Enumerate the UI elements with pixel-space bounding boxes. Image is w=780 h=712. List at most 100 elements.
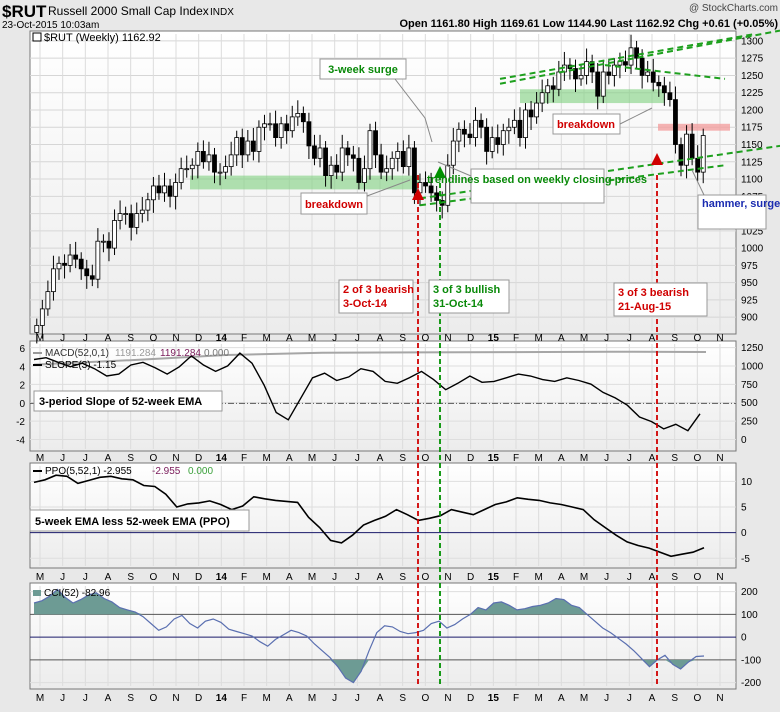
macd-right-tick: 500 [741,398,758,409]
candle-down [428,185,434,194]
candle-down [284,123,290,132]
candle-up [245,140,251,156]
candle-up [473,119,478,139]
candle-down [156,185,162,194]
index-name-label: Russell 2000 Small Cap Index [48,4,209,18]
annotation-bullish-2014-line1: 3 of 3 bullish [433,284,501,296]
candle-up [112,220,117,249]
x-axis-label: F [513,572,519,583]
candle-up [234,137,240,156]
cci-tick: 100 [741,610,758,621]
x-axes: M J J A S O N D 14 F M A M J J A S O N D 15 F M A M J J A S O N M J J A S O N… [36,333,724,704]
candle-down [323,147,328,176]
macd-left-tick: -4 [16,435,25,446]
candle-down [106,240,112,249]
x-axis-label: O [421,572,429,583]
annotation-bullish-2014: 3 of 3 bullish 31-Oct-14 [428,279,510,314]
annotation-3-week-surge: 3-week surge [319,58,433,143]
x-axis-label: M [308,453,316,464]
x-axis-label: A [377,693,384,704]
candle-up [101,240,106,243]
annotation-bearish-2015: 3 of 3 bearish 21-Aug-15 [613,282,708,317]
x-axis-label: J [355,333,360,344]
x-axis-label: 14 [216,693,228,704]
macd-right-tick: 1250 [741,343,764,354]
x-axis-label: M [580,453,588,464]
annotation-bearish-2014-line2: 3-Oct-14 [343,298,388,310]
x-axis-label: D [467,453,474,464]
x-axis-label: O [693,453,701,464]
candle-down [478,119,484,128]
x-axis-label: 15 [488,333,500,344]
candle-up [362,168,367,183]
x-axis-label: J [83,572,88,583]
price-y-tick: 950 [741,278,758,289]
x-axis-label: M [262,693,270,704]
x-axis-label: O [693,693,701,704]
x-axis-label: S [399,693,406,704]
candle-down [412,147,417,194]
x-axis-label: M [262,572,270,583]
candle-up [56,262,62,270]
macd-legend-value-b: 1191.284 [160,348,201,359]
ppo-legend-value-c: 0.000 [188,466,213,477]
candle-down [550,85,556,90]
candle-down [84,268,90,277]
x-axis-label: 14 [216,572,228,583]
x-axis-label: O [149,333,157,344]
candle-down [300,113,306,123]
x-axis-label: A [286,453,293,464]
price-y-tick: 1100 [741,175,763,186]
candle-up [178,168,184,183]
macd-legend-value-c: 0.000 [204,348,229,359]
price-legend: $RUT (Weekly) 1162.92 [32,32,161,44]
candle-down [212,154,217,173]
x-axis-label: A [286,572,293,583]
candle-down [606,71,612,76]
candle-up [534,102,540,118]
candle-up [450,140,456,166]
macd-right-tick: 250 [741,417,758,428]
candle-down [306,121,312,147]
x-axis-label: O [693,333,701,344]
candle-up [611,64,617,76]
x-axis-label: N [172,572,179,583]
x-axis-label: J [604,333,609,344]
trendline [499,33,756,80]
candle-down [689,133,695,159]
x-axis-label: J [355,693,360,704]
x-axis-label: A [649,693,656,704]
candle-down [167,185,173,197]
candle-up [500,130,506,145]
x-axis-label: N [716,693,723,704]
price-y-tick: 1000 [741,244,764,255]
candle-up [139,209,145,214]
x-axis-label: F [513,693,519,704]
candle-down [517,119,523,139]
candle-up [189,164,195,170]
price-y-tick: 1225 [741,88,764,99]
x-axis-label: S [399,572,406,583]
cci-legend-text: CCI(52) -82.96 [44,588,111,599]
macd-right-tick: 750 [741,380,758,391]
candle-down [462,128,467,135]
trendline [604,64,726,80]
candle-down [89,275,95,280]
support-zone-2015 [520,89,665,104]
x-axis-label: A [558,333,565,344]
candle-down [312,145,317,159]
x-axis-label: J [332,693,337,704]
candle-down [656,81,662,87]
price-y-tick: 1125 [741,157,763,168]
x-axis-label: J [60,333,65,344]
x-axis-label: A [105,333,112,344]
x-axis-label: J [355,572,360,583]
x-axis-label: J [60,453,65,464]
x-axis-label: A [649,453,656,464]
candle-up [295,113,301,118]
annotation-bearish-2014: 2 of 3 bearish 3-Oct-14 [338,279,414,314]
candle-down [250,140,256,152]
candle-down [573,68,578,80]
candle-down [695,157,701,173]
